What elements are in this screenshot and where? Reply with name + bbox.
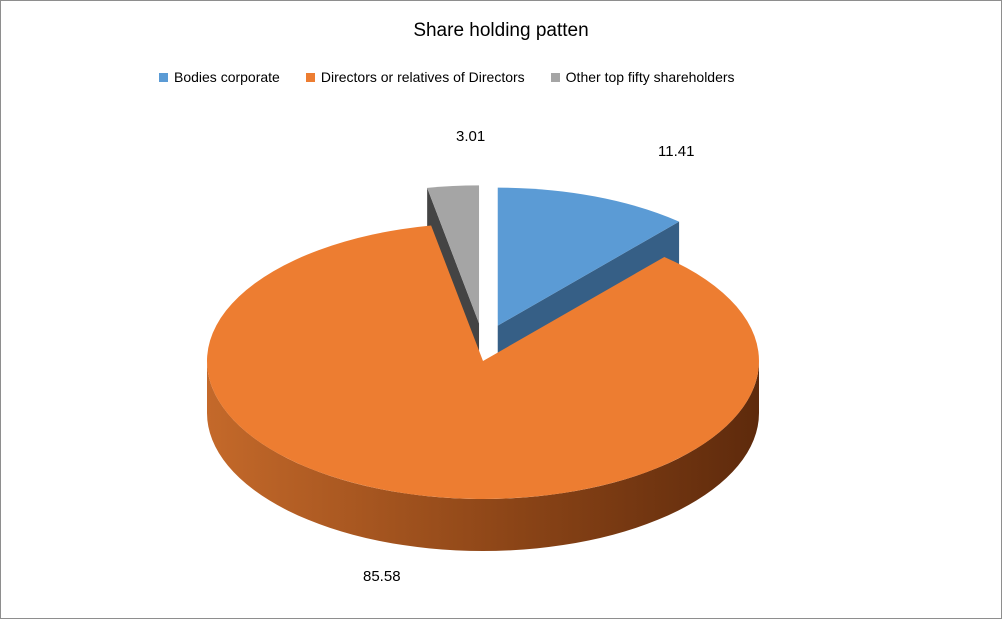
legend-item-other-top-fifty: Other top fifty shareholders — [550, 69, 735, 85]
pie-slice-directors — [207, 225, 760, 551]
legend-item-directors: Directors or relatives of Directors — [305, 69, 525, 85]
data-label-directors: 85.58 — [363, 568, 401, 585]
pie-slice-top-bodies-corporate — [497, 187, 680, 326]
pie-slice-top-directors — [207, 225, 760, 499]
legend-label-directors: Directors or relatives of Directors — [320, 69, 525, 85]
legend-label-other-top-fifty: Other top fifty shareholders — [565, 69, 735, 85]
data-label-bodies-corporate: 11.41 — [658, 143, 694, 160]
legend: Bodies corporate Directors or relatives … — [159, 69, 735, 85]
chart-title: Share holding patten — [413, 20, 589, 41]
legend-swatch-other-top-fifty — [550, 72, 560, 82]
legend-label-bodies-corporate: Bodies corporate — [174, 69, 280, 85]
legend-swatch-directors — [305, 72, 315, 82]
pie-slice-top-other-top-fifty — [427, 185, 480, 324]
legend-swatch-bodies-corporate — [159, 72, 168, 82]
legend-item-bodies-corporate: Bodies corporate — [159, 69, 280, 85]
pie-slice-side-directors — [207, 361, 759, 551]
data-label-other-top-fifty: 3.01 — [456, 128, 485, 145]
